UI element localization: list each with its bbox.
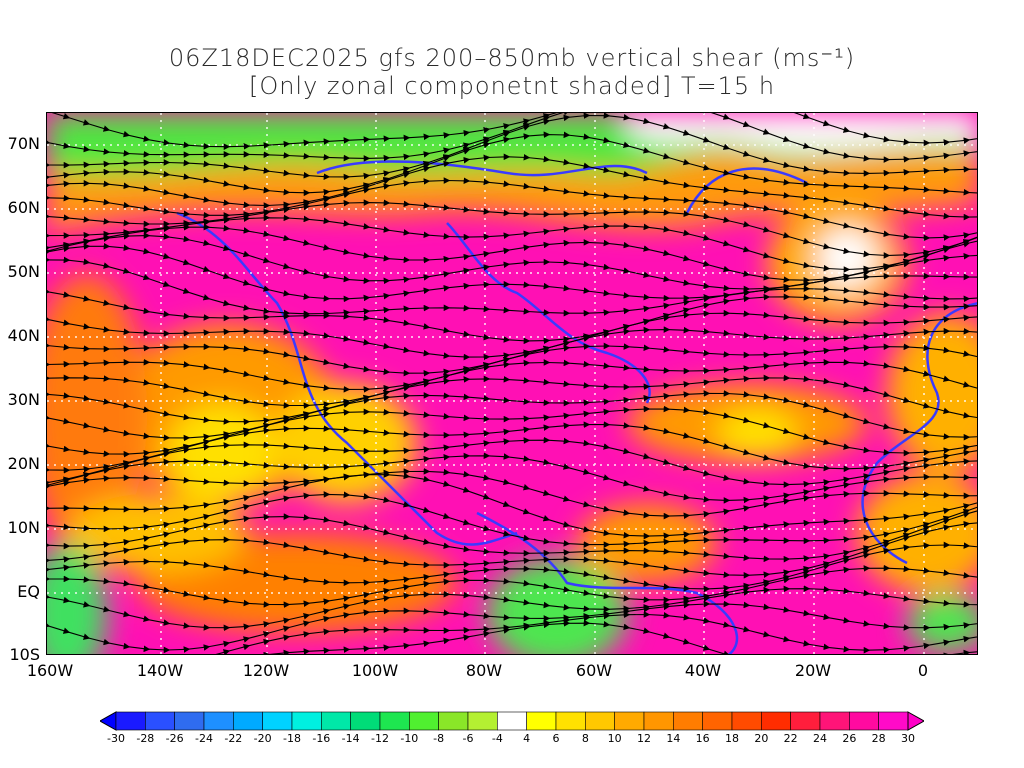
colorbar-over-arrow xyxy=(907,711,924,731)
colorbar-tick-label: -6 xyxy=(462,732,474,745)
colorbar-cell xyxy=(790,711,821,731)
colorbar-tick-label: 30 xyxy=(901,732,915,745)
colorbar-tick-label: 28 xyxy=(871,732,886,745)
colorbar-cell xyxy=(379,711,410,731)
colorbar-tick-label: -16 xyxy=(312,732,331,745)
lon-label-0: 0 xyxy=(917,661,929,680)
colorbar-tick-label: -24 xyxy=(195,732,213,745)
map-panel xyxy=(46,112,978,655)
colorbar-under-arrow xyxy=(100,711,117,731)
colorbar-cell xyxy=(849,711,879,731)
lat-label-30n: 30N xyxy=(7,390,40,409)
colorbar-cell xyxy=(145,711,175,731)
colorbar-cell xyxy=(321,711,351,731)
colorbar-tick-label: -8 xyxy=(433,732,445,745)
colorbar-cell xyxy=(174,711,205,731)
colorbar-tick-label: -28 xyxy=(136,732,155,745)
colorbar-tick-label: -14 xyxy=(341,732,360,745)
streamline xyxy=(47,619,977,654)
map-subtitle: [Only zonal componetnt shaded] T=15 h xyxy=(248,72,776,100)
colorbar-tick-label: -30 xyxy=(107,732,125,745)
colorbar-cell xyxy=(291,711,322,731)
colorbar-tick-label: -20 xyxy=(253,732,272,745)
colorbar-cell xyxy=(819,711,850,731)
colorbar-tick-label: 16 xyxy=(695,732,710,745)
colorbar-tick-label: 10 xyxy=(607,732,622,745)
colorbar-tick-label: -22 xyxy=(224,732,243,745)
colorbar-cell xyxy=(497,711,527,731)
colorbar-tick-label: -4 xyxy=(491,732,503,745)
colorbar-cell xyxy=(614,711,645,731)
lon-label-60w: 60W xyxy=(575,661,613,680)
colorbar-cell xyxy=(555,711,586,731)
colorbar-cell xyxy=(438,711,469,731)
colorbar-tick-label: 26 xyxy=(842,732,857,745)
colorbar-tick-label: 8 xyxy=(581,732,589,745)
colorbar-cell xyxy=(467,711,498,731)
colorbar-tick-label: 6 xyxy=(552,732,560,745)
colorbar-cell xyxy=(643,711,674,731)
streamlines xyxy=(47,113,977,654)
colorbar-tick-label: 20 xyxy=(754,732,769,745)
colorbar-cell xyxy=(233,711,263,731)
shear-field xyxy=(47,113,977,654)
lat-label-10n: 10N xyxy=(7,518,40,537)
colorbar-cell xyxy=(115,711,146,731)
colorbar-cell xyxy=(731,711,762,731)
colorbar-tick-label: 22 xyxy=(783,732,798,745)
colorbar-tick-label: -26 xyxy=(165,732,184,745)
lon-label-80w: 80W xyxy=(465,661,503,680)
lat-label-70n: 70N xyxy=(7,134,40,153)
colorbar-cell xyxy=(409,711,439,731)
colorbar-tick-label: -10 xyxy=(400,732,419,745)
colorbar-tick-label: 24 xyxy=(813,732,827,745)
lat-label-eq: EQ xyxy=(17,582,40,601)
colorbar-tick-label: -12 xyxy=(371,732,389,745)
colorbar-tick-label: 18 xyxy=(725,732,739,745)
colorbar xyxy=(100,711,924,731)
colorbar-tick-label: 4 xyxy=(523,732,531,745)
lon-label-40w: 40W xyxy=(684,661,722,680)
colorbar-cell xyxy=(350,711,381,731)
colorbar-cell xyxy=(878,711,909,731)
colorbar-cell xyxy=(673,711,703,731)
colorbar-cell xyxy=(526,711,557,731)
colorbar-cell xyxy=(262,711,293,731)
lat-label-40n: 40N xyxy=(7,326,40,345)
lon-label-100w: 100W xyxy=(351,661,399,680)
colorbar-tick-label: 12 xyxy=(637,732,651,745)
map-title: 06Z18DEC2025 gfs 200–850mb vertical shea… xyxy=(168,44,856,72)
colorbar-tick-label: -18 xyxy=(283,732,301,745)
colorbar-cell xyxy=(203,711,234,731)
lon-label-20w: 20W xyxy=(794,661,832,680)
lon-label-160w: 160W xyxy=(26,661,74,680)
lon-label-120w: 120W xyxy=(242,661,290,680)
lon-label-140w: 140W xyxy=(136,661,184,680)
colorbar-cell xyxy=(702,711,733,731)
lat-label-20n: 20N xyxy=(7,454,40,473)
colorbar-cell xyxy=(761,711,791,731)
colorbar-cell xyxy=(585,711,615,731)
lat-label-50n: 50N xyxy=(7,262,40,281)
colorbar-tick-label: 14 xyxy=(666,732,681,745)
lat-label-10s: 10S xyxy=(9,645,40,664)
lat-label-60n: 60N xyxy=(7,198,40,217)
